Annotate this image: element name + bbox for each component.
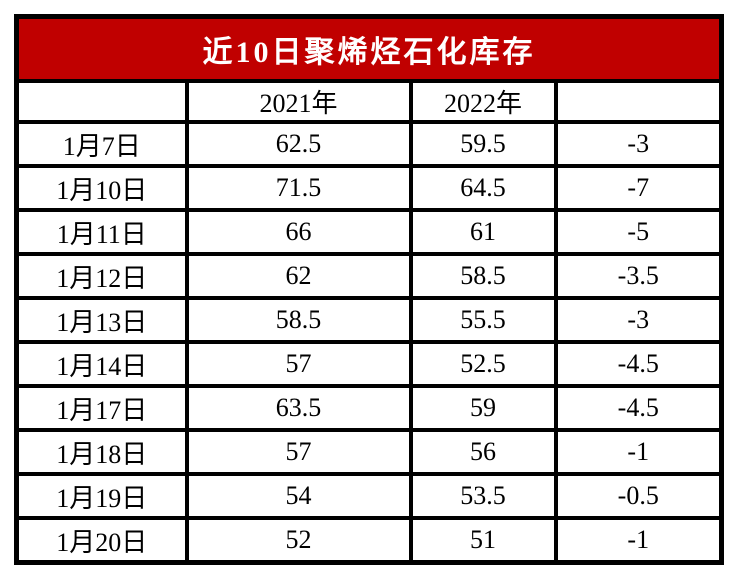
value-2021-cell: 52 <box>184 516 413 565</box>
table-row: 1月10日 71.5 64.5 -7 <box>14 164 724 212</box>
diff-cell: -5 <box>553 208 724 256</box>
value-2022-cell: 51 <box>408 516 558 565</box>
column-header-1: 2021年 <box>184 79 413 124</box>
value-2021-cell: 66 <box>184 208 413 256</box>
diff-cell: -4.5 <box>553 384 724 432</box>
value-2022-cell: 55.5 <box>408 296 558 344</box>
table-row: 1月17日 63.5 59 -4.5 <box>14 384 724 432</box>
date-cell: 1月20日 <box>14 516 189 565</box>
table-row: 1月14日 57 52.5 -4.5 <box>14 340 724 388</box>
table-body: 1月7日 62.5 59.5 -3 1月10日 71.5 64.5 -7 1月1… <box>14 120 724 565</box>
column-header-0 <box>14 79 189 124</box>
date-cell: 1月17日 <box>14 384 189 432</box>
value-2021-cell: 57 <box>184 340 413 388</box>
diff-cell: -3.5 <box>553 252 724 300</box>
column-header-3 <box>553 79 724 124</box>
inventory-table-container: 近10日聚烯烃石化库存 2021年 2022年 1月7日 62.5 59.5 -3… <box>14 14 724 565</box>
table-row: 1月13日 58.5 55.5 -3 <box>14 296 724 344</box>
table-header-row: 2021年 2022年 <box>14 79 724 124</box>
date-cell: 1月14日 <box>14 340 189 388</box>
date-cell: 1月19日 <box>14 472 189 520</box>
date-cell: 1月13日 <box>14 296 189 344</box>
table-row: 1月18日 57 56 -1 <box>14 428 724 476</box>
value-2022-cell: 53.5 <box>408 472 558 520</box>
inventory-table: 近10日聚烯烃石化库存 2021年 2022年 1月7日 62.5 59.5 -3… <box>14 14 724 565</box>
table-row: 1月12日 62 58.5 -3.5 <box>14 252 724 300</box>
diff-cell: -4.5 <box>553 340 724 388</box>
title-row: 近10日聚烯烃石化库存 <box>14 14 724 83</box>
value-2021-cell: 62.5 <box>184 120 413 168</box>
value-2022-cell: 61 <box>408 208 558 256</box>
value-2022-cell: 59.5 <box>408 120 558 168</box>
value-2022-cell: 64.5 <box>408 164 558 212</box>
value-2022-cell: 59 <box>408 384 558 432</box>
table-title: 近10日聚烯烃石化库存 <box>14 14 724 83</box>
table-row: 1月20日 52 51 -1 <box>14 516 724 565</box>
diff-cell: -1 <box>553 516 724 565</box>
date-cell: 1月11日 <box>14 208 189 256</box>
table-row: 1月19日 54 53.5 -0.5 <box>14 472 724 520</box>
date-cell: 1月18日 <box>14 428 189 476</box>
date-cell: 1月10日 <box>14 164 189 212</box>
table-row: 1月11日 66 61 -5 <box>14 208 724 256</box>
value-2021-cell: 58.5 <box>184 296 413 344</box>
diff-cell: -0.5 <box>553 472 724 520</box>
table-row: 1月7日 62.5 59.5 -3 <box>14 120 724 168</box>
value-2022-cell: 52.5 <box>408 340 558 388</box>
diff-cell: -1 <box>553 428 724 476</box>
diff-cell: -3 <box>553 296 724 344</box>
value-2021-cell: 63.5 <box>184 384 413 432</box>
diff-cell: -7 <box>553 164 724 212</box>
value-2021-cell: 71.5 <box>184 164 413 212</box>
value-2021-cell: 62 <box>184 252 413 300</box>
diff-cell: -3 <box>553 120 724 168</box>
date-cell: 1月12日 <box>14 252 189 300</box>
date-cell: 1月7日 <box>14 120 189 168</box>
value-2021-cell: 54 <box>184 472 413 520</box>
column-header-2: 2022年 <box>408 79 558 124</box>
value-2022-cell: 56 <box>408 428 558 476</box>
value-2022-cell: 58.5 <box>408 252 558 300</box>
value-2021-cell: 57 <box>184 428 413 476</box>
